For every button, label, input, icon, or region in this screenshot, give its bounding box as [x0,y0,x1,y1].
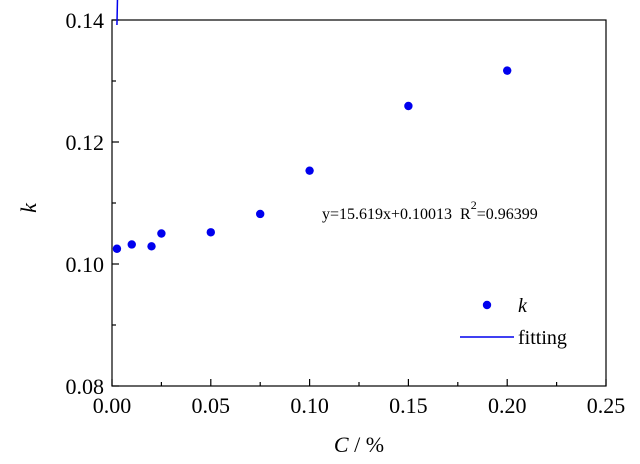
data-point [206,228,215,237]
fit-line [116,0,119,26]
y-axis-label: k [16,202,41,213]
r-squared-sup: 2 [471,198,477,212]
y-tick-label: 0.14 [66,8,105,33]
r-squared-value: =0.96399 [477,206,538,223]
data-point [157,229,166,238]
x-tick-label: 0.15 [389,393,428,418]
y-tick-label: 0.10 [66,252,105,277]
y-tick-label: 0.08 [66,374,105,399]
legend-label-fit: fitting [518,327,567,349]
axis-ticks [111,19,607,387]
data-point [305,166,314,175]
data-points [112,66,512,253]
r-squared-label: R [460,206,471,223]
fit-equation: y=15.619x+0.10013 [322,206,452,223]
data-point [503,66,512,75]
y-tick-labels: 0.08 0.10 0.12 0.14 [66,8,105,399]
data-point [404,101,413,111]
data-point [112,244,122,253]
x-tick-label: 0.25 [587,393,626,418]
x-tick-labels: 0.00 0.05 0.10 0.15 0.20 0.25 [93,393,626,418]
x-tick-label: 0.10 [290,393,329,418]
x-tick-label: 0.20 [488,393,527,418]
legend-marker-points [482,300,492,310]
fit-line-layer [116,0,119,26]
legend: k fitting [460,295,567,349]
x-axis-label: C / % [334,432,384,457]
x-tick-label: 0.05 [192,393,231,418]
x-axis-label-unit: / % [349,432,384,457]
data-point [147,242,156,251]
y-tick-label: 0.12 [66,130,105,155]
x-tick-label: 0.00 [93,393,132,418]
data-point [256,209,265,219]
fit-equation-annotation: y=15.619x+0.10013 R2=0.96399 [322,198,538,223]
x-axis-label-var: C [334,432,349,457]
data-point [127,240,136,249]
legend-label-points: k [518,295,528,317]
